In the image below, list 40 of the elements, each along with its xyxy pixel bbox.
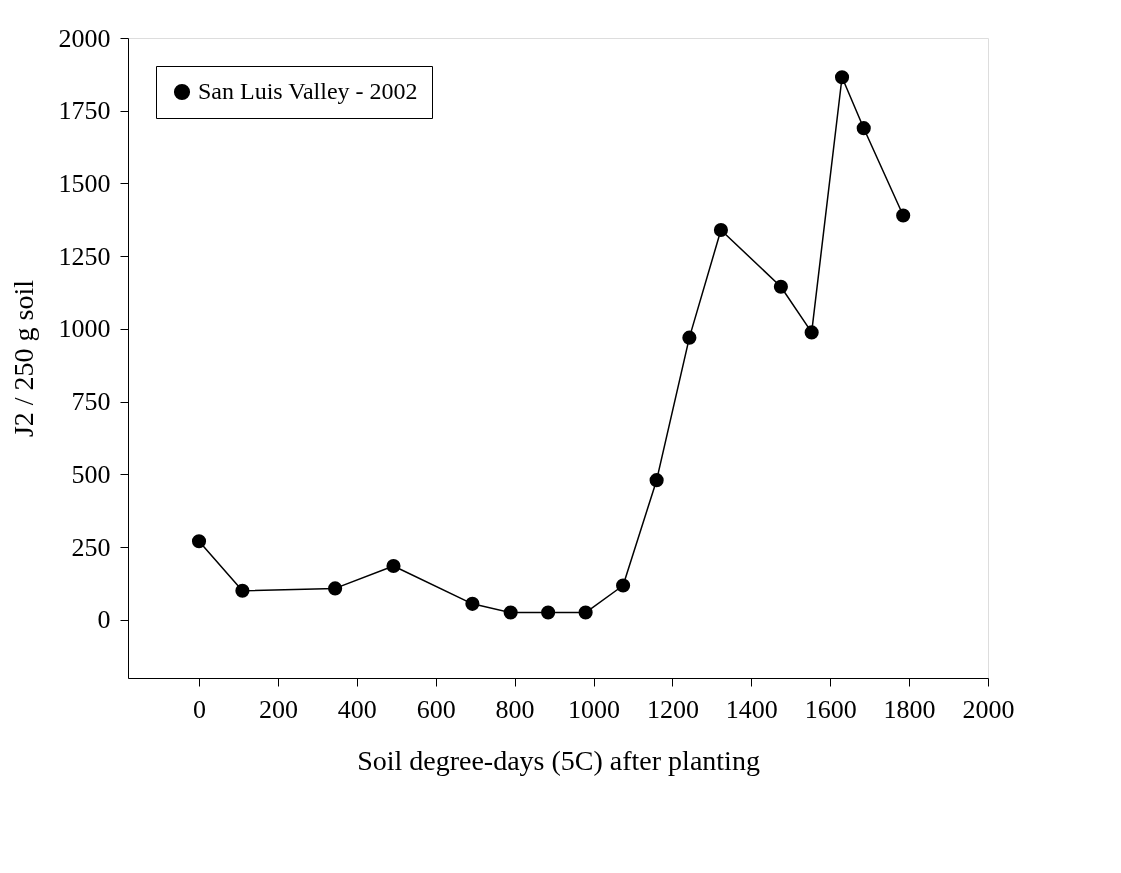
y-tick-label: 250 bbox=[71, 532, 111, 562]
point bbox=[191, 534, 207, 549]
point bbox=[804, 325, 819, 340]
point bbox=[773, 279, 788, 294]
legend-label: San Luis Valley - 2002 bbox=[198, 78, 418, 104]
x-tick-label: 600 bbox=[416, 694, 456, 724]
x-tick-label: 1600 bbox=[804, 694, 857, 724]
x-tick-label: 200 bbox=[258, 694, 298, 724]
y-tick-label: 1250 bbox=[58, 241, 111, 271]
x-tick-label: 1800 bbox=[883, 694, 936, 724]
point bbox=[541, 605, 556, 620]
y-tick-label: 500 bbox=[71, 459, 111, 489]
point bbox=[616, 578, 631, 593]
point bbox=[856, 121, 871, 136]
point bbox=[328, 581, 343, 596]
x-tick-label: 400 bbox=[337, 694, 377, 724]
y-axis-title: J2 / 250 g soil bbox=[7, 279, 39, 438]
point bbox=[386, 558, 401, 574]
x-tick-label: 1200 bbox=[646, 694, 699, 724]
point bbox=[235, 583, 250, 598]
x-axis-title: Soil degree-days (5C) after planting bbox=[357, 744, 760, 776]
x-tick-label: 800 bbox=[495, 694, 535, 724]
y-tick-label: 750 bbox=[71, 387, 111, 417]
point bbox=[465, 596, 480, 611]
y-tick-label: 1500 bbox=[58, 168, 111, 198]
x-tick-label: 1400 bbox=[725, 694, 778, 724]
point bbox=[896, 208, 911, 223]
x-tick-label: 0 bbox=[193, 694, 207, 724]
point bbox=[578, 605, 593, 620]
point bbox=[713, 222, 728, 238]
point bbox=[649, 473, 664, 488]
point bbox=[834, 70, 850, 85]
x-tick-label: 1000 bbox=[568, 694, 620, 724]
y-tick-label: 0 bbox=[97, 605, 111, 635]
x-tick-label: 2000 bbox=[962, 694, 1015, 724]
point bbox=[503, 605, 518, 620]
y-tick-label: 2000 bbox=[58, 23, 111, 53]
y-tick-label: 1000 bbox=[58, 314, 111, 344]
y-tick-label: 1750 bbox=[58, 96, 111, 126]
point bbox=[682, 330, 697, 345]
